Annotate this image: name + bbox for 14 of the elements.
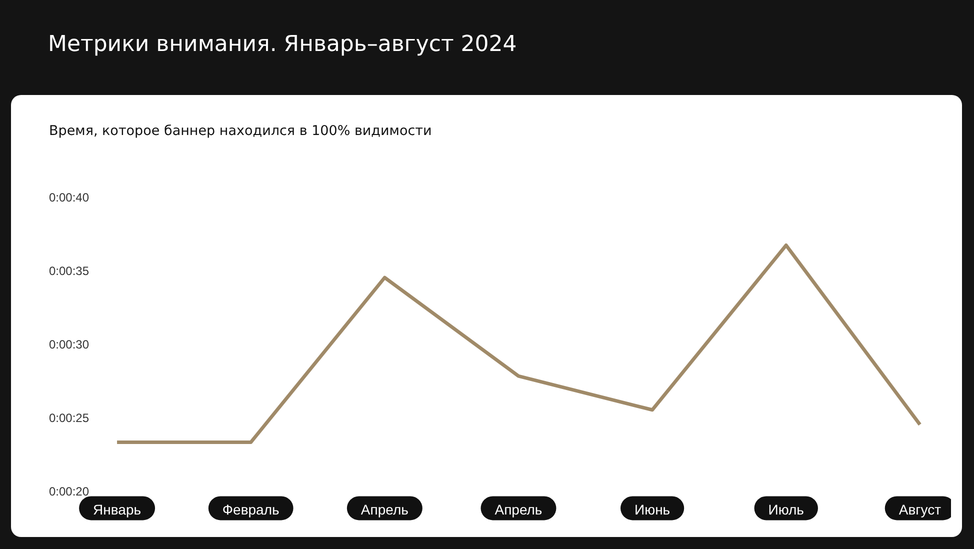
- y-tick-label: 0:00:30: [48, 338, 90, 352]
- x-tick-label: Июнь: [634, 501, 670, 518]
- y-tick-label: 0:00:25: [48, 411, 90, 426]
- chart-title: Метрики внимания. Январь–август 2024: [48, 32, 517, 57]
- x-tick-label: Февраль: [222, 501, 280, 518]
- chart-subtitle: Время, которое баннер находился в 100% видимости: [49, 123, 432, 139]
- y-tick-label: 0:00:35: [48, 264, 90, 278]
- y-tick-label: 0:00:40: [48, 190, 90, 205]
- x-tick-label: Апрель: [494, 501, 542, 518]
- x-tick-label: Август: [898, 501, 942, 518]
- y-tick-label: 0:00:20: [48, 484, 90, 499]
- x-tick-label: Апрель: [360, 501, 408, 518]
- x-tick-label: Июль: [768, 501, 804, 518]
- x-tick-label: Январь: [93, 501, 142, 518]
